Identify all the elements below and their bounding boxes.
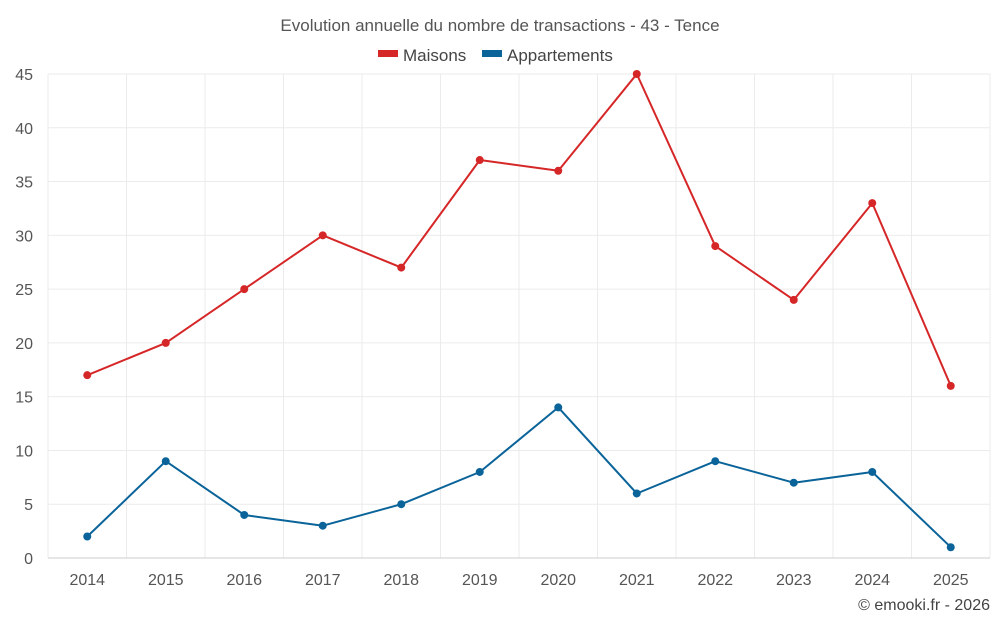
data-point-appartements[interactable] (946, 543, 955, 552)
x-tick-label: 2024 (854, 572, 890, 589)
data-point-maisons[interactable] (318, 231, 327, 240)
data-point-appartements[interactable] (83, 532, 92, 541)
x-tick-label: 2014 (69, 572, 105, 589)
legend-item-maisons[interactable]: Maisons (378, 46, 466, 65)
x-tick-label: 2018 (383, 572, 419, 589)
legend-item-appartements[interactable]: Appartements (482, 46, 613, 65)
x-tick-label: 2021 (619, 572, 655, 589)
data-point-appartements[interactable] (711, 457, 720, 466)
legend-swatch-maisons (378, 50, 398, 57)
x-tick-label: 2015 (148, 572, 184, 589)
data-point-appartements[interactable] (475, 467, 484, 476)
data-point-maisons[interactable] (946, 381, 955, 390)
x-tick-label: 2020 (540, 572, 576, 589)
data-point-maisons[interactable] (475, 156, 484, 165)
data-point-maisons[interactable] (632, 70, 641, 78)
x-tick-label: 2025 (933, 572, 969, 589)
legend-swatch-appartements (482, 50, 502, 57)
y-axis-ticks: 0 5 10 15 20 25 30 35 40 45 (15, 67, 33, 568)
data-point-appartements[interactable] (868, 467, 877, 476)
series-line-appartements (86, 406, 952, 548)
data-point-appartements[interactable] (397, 500, 406, 509)
y-tick-label: 5 (24, 497, 33, 514)
data-point-appartements[interactable] (318, 521, 327, 530)
data-point-appartements[interactable] (161, 457, 170, 466)
series-line-maisons (86, 73, 952, 387)
legend: Maisons Appartements (378, 46, 613, 65)
data-point-maisons[interactable] (83, 371, 92, 380)
data-point-maisons[interactable] (161, 338, 170, 347)
x-tick-label: 2022 (697, 572, 733, 589)
legend-label-appartements: Appartements (507, 46, 613, 65)
legend-label-maisons: Maisons (403, 46, 466, 65)
chart-title: Evolution annuelle du nombre de transact… (280, 16, 719, 35)
x-tick-label: 2019 (462, 572, 498, 589)
y-tick-label: 25 (15, 282, 33, 299)
data-point-appartements[interactable] (632, 489, 641, 498)
y-tick-label: 40 (15, 121, 33, 138)
data-point-maisons[interactable] (554, 166, 563, 175)
data-point-maisons[interactable] (397, 263, 406, 272)
x-tick-label: 2023 (776, 572, 812, 589)
y-tick-label: 35 (15, 175, 33, 192)
data-point-appartements[interactable] (554, 403, 563, 412)
y-tick-label: 30 (15, 228, 33, 245)
series-layer (83, 70, 955, 552)
data-point-maisons[interactable] (240, 285, 249, 294)
credit-text: © emooki.fr - 2026 (858, 597, 990, 614)
data-point-maisons[interactable] (711, 242, 720, 251)
grid (47, 73, 991, 558)
data-point-maisons[interactable] (868, 199, 877, 208)
y-tick-label: 15 (15, 390, 33, 407)
data-point-maisons[interactable] (789, 295, 798, 304)
x-axis-ticks: 2014 2015 2016 2017 2018 2019 2020 2021 2022 2023… (69, 572, 968, 589)
x-tick-label: 2017 (305, 572, 341, 589)
y-tick-label: 10 (15, 443, 33, 460)
y-tick-label: 45 (15, 67, 33, 84)
y-tick-label: 20 (15, 336, 33, 353)
data-point-appartements[interactable] (789, 478, 798, 487)
data-point-appartements[interactable] (240, 510, 249, 519)
y-tick-label: 0 (24, 551, 33, 568)
x-tick-label: 2016 (226, 572, 262, 589)
